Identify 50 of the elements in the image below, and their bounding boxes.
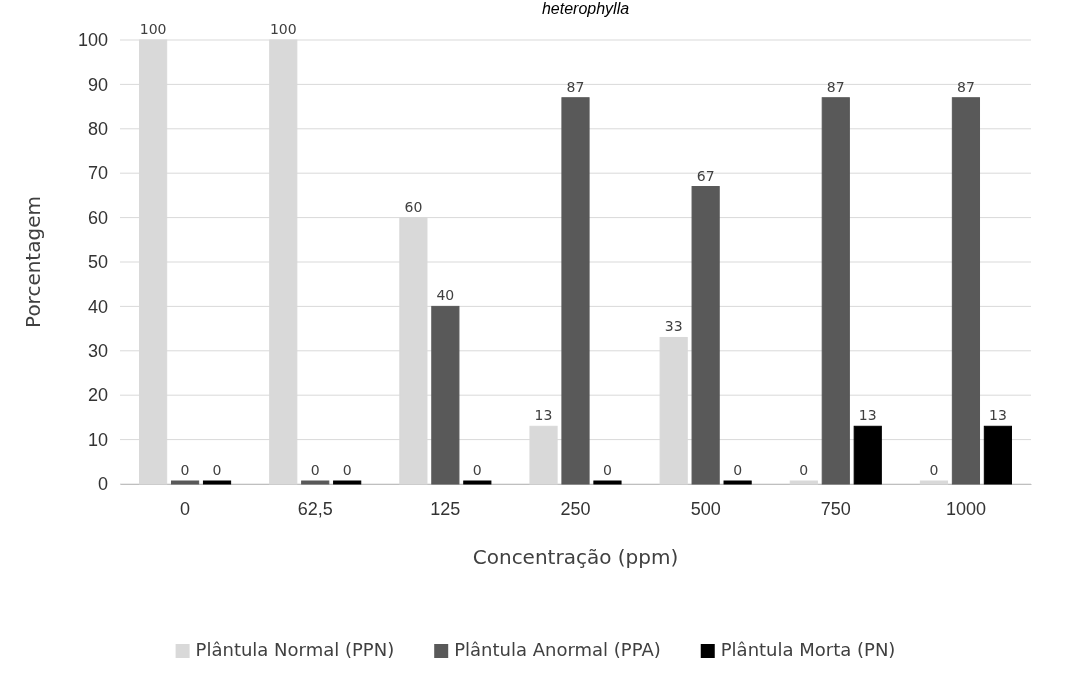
y-tick-label: 10: [87, 429, 108, 450]
data-label: 100: [139, 21, 167, 37]
data-label: 0: [603, 462, 612, 478]
legend-label: Plântula Anormal (PPA): [454, 639, 661, 660]
bar: [431, 305, 460, 485]
x-axis-title: Concentração (ppm): [472, 545, 679, 569]
data-label: 0: [799, 462, 809, 478]
y-tick-label: 60: [87, 207, 108, 228]
x-tick-label: 125: [430, 498, 461, 519]
x-tick-label: 750: [820, 498, 851, 519]
data-label: 60: [404, 198, 423, 215]
bar: [951, 97, 981, 485]
data-label: 0: [180, 462, 190, 478]
data-label: 40: [436, 287, 455, 304]
y-tick-label: 50: [87, 252, 108, 273]
data-label: 13: [858, 407, 877, 424]
y-tick-label: 20: [87, 385, 108, 406]
y-tick-label: 0: [97, 474, 108, 495]
y-axis-title: Porcentagem: [21, 196, 45, 328]
bar: [561, 97, 590, 485]
data-label: 87: [957, 78, 975, 95]
y-tick-label: 30: [87, 341, 108, 362]
y-tick-label: 40: [87, 296, 108, 317]
x-tick-label: 0: [180, 498, 191, 519]
bar: [821, 97, 850, 485]
data-label: 0: [929, 462, 939, 478]
data-label: 87: [566, 78, 585, 95]
legend-label: Plântula Morta (PN): [720, 639, 896, 660]
data-label: 87: [826, 78, 845, 95]
legend-label: Plântula Normal (PPN): [195, 639, 395, 660]
x-tick-label: 1000: [945, 498, 986, 519]
data-label: 0: [342, 462, 352, 478]
y-tick-label: 100: [77, 30, 108, 51]
x-tick-label: 62,5: [297, 498, 333, 519]
data-label: 13: [988, 407, 1007, 424]
y-tick-label: 90: [87, 74, 108, 95]
data-label: 0: [310, 462, 320, 478]
x-tick-label: 250: [560, 498, 591, 519]
data-label: 13: [534, 407, 553, 424]
x-tick-label: 500: [690, 498, 721, 519]
data-label: 100: [269, 21, 297, 37]
y-tick-label: 80: [87, 119, 108, 140]
data-label: 33: [664, 318, 683, 335]
data-label: 67: [696, 167, 715, 184]
data-label: 0: [472, 462, 482, 478]
text: heterophylla: [541, 0, 630, 17]
y-tick-label: 70: [87, 163, 108, 184]
bar: [691, 186, 720, 485]
data-label: 0: [212, 462, 222, 478]
data-label: 0: [733, 462, 743, 478]
